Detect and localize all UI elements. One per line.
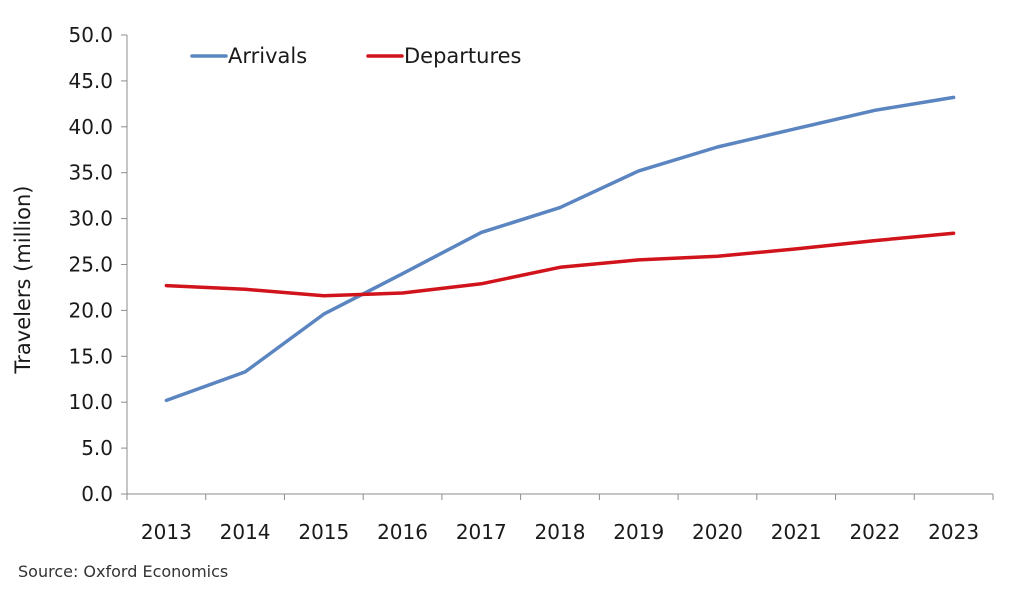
x-tick-label: 2014 [220,520,271,544]
legend: Arrivals Departures [190,44,522,68]
x-tick-label: 2018 [535,520,586,544]
y-tick-label: 35.0 [68,161,113,185]
x-tick-label: 2013 [141,520,192,544]
y-tick-label: 30.0 [68,207,113,231]
line-chart: 0.0 5.0 10.0 15.0 20.0 25.0 30.0 35.0 40.0 45.0 50… [11,23,994,544]
x-tick-label: 2022 [849,520,900,544]
y-tick-label: 25.0 [68,253,113,277]
x-tick-label: 2020 [692,520,743,544]
y-tick-label: 20.0 [68,298,113,322]
axes [126,35,993,495]
y-tick-label: 5.0 [81,436,113,460]
y-tick-label: 45.0 [68,69,113,93]
series-line-arrivals [164,95,956,403]
y-tick-label: 40.0 [68,115,113,139]
series-line-departures [164,231,956,298]
y-tick-label: 15.0 [68,344,113,368]
y-axis-title: Travelers (million) [11,186,35,375]
x-tick-label: 2019 [613,520,664,544]
legend-label-departures: Departures [404,44,522,68]
x-tick-label: 2016 [377,520,428,544]
x-tick-label: 2015 [298,520,349,544]
y-tick-label: 0.0 [81,482,113,506]
y-tick-label: 10.0 [68,390,113,414]
legend-label-arrivals: Arrivals [228,44,307,68]
x-tick-label: 2021 [771,520,822,544]
x-tick-label: 2023 [928,520,979,544]
series-lines [164,95,956,403]
y-axis-ticks: 0.0 5.0 10.0 15.0 20.0 25.0 30.0 35.0 40.0 45.0 50… [68,23,127,506]
x-axis-ticks: 2013 2014 2015 2016 2017 2018 2019 2020 2021 2022… [126,494,994,544]
source-note: Source: Oxford Economics [18,562,229,581]
x-tick-label: 2017 [456,520,507,544]
y-tick-label: 50.0 [68,23,113,47]
